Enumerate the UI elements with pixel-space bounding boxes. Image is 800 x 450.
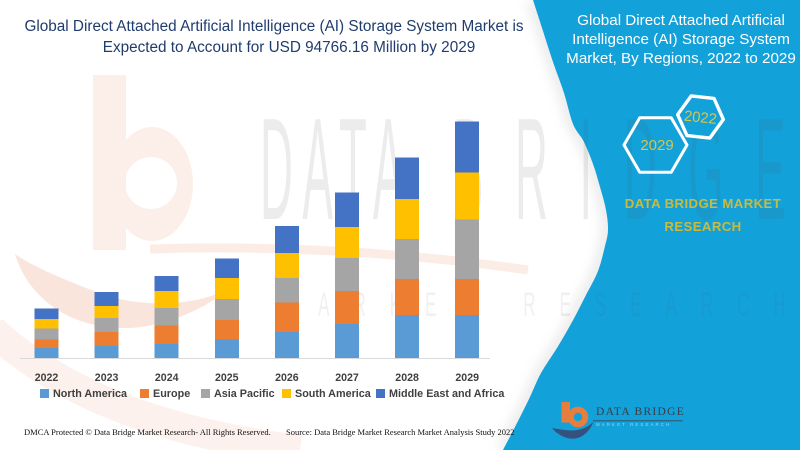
svg-text:2028: 2028	[395, 372, 419, 384]
svg-text:MARKET RESEARCH: MARKET RESEARCH	[280, 286, 800, 324]
svg-text:BRIDGE: BRIDGE	[453, 88, 800, 250]
svg-text:2026: 2026	[275, 372, 299, 384]
svg-text:2022: 2022	[683, 109, 717, 128]
svg-text:2029: 2029	[455, 372, 479, 384]
svg-text:DATA: DATA	[260, 88, 413, 250]
svg-text:2029: 2029	[640, 137, 673, 154]
svg-text:2023: 2023	[95, 372, 119, 384]
svg-text:2022: 2022	[35, 372, 59, 384]
svg-text:2027: 2027	[335, 372, 359, 384]
svg-text:2025: 2025	[215, 372, 239, 384]
svg-text:2024: 2024	[155, 372, 179, 384]
